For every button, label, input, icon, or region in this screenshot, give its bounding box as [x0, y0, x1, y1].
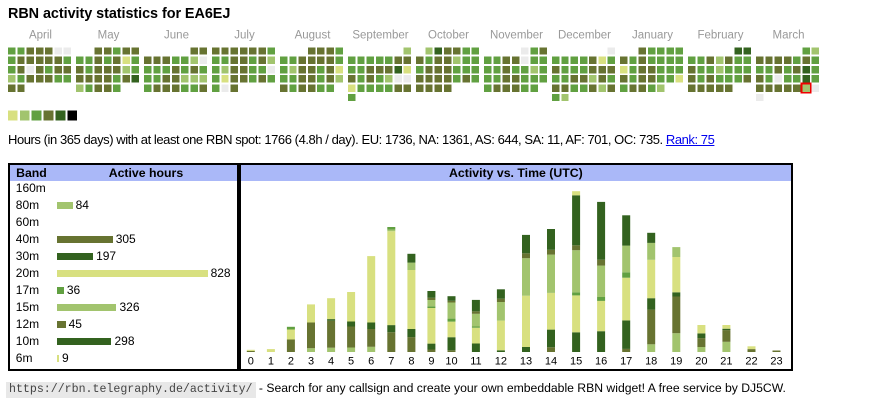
- svg-text:August: August: [295, 30, 332, 42]
- svg-text:March: March: [773, 30, 805, 42]
- svg-text:15: 15: [570, 355, 582, 367]
- svg-text:22: 22: [745, 355, 757, 367]
- svg-text:21: 21: [720, 355, 732, 367]
- svg-text:October: October: [428, 30, 469, 42]
- svg-text:11: 11: [470, 355, 481, 367]
- svg-text:16: 16: [595, 355, 607, 367]
- svg-text:November: November: [490, 30, 543, 42]
- svg-text:9: 9: [428, 355, 434, 367]
- svg-text:12: 12: [495, 355, 507, 367]
- svg-text:April: April: [29, 30, 52, 42]
- svg-text:18: 18: [645, 355, 657, 367]
- svg-text:8: 8: [408, 355, 414, 367]
- svg-text:13: 13: [520, 355, 532, 367]
- svg-text:0: 0: [248, 355, 254, 367]
- svg-text:4: 4: [328, 355, 334, 367]
- svg-text:July: July: [234, 30, 255, 42]
- svg-text:23: 23: [770, 355, 782, 367]
- svg-text:19: 19: [670, 355, 682, 367]
- svg-text:7: 7: [388, 355, 394, 367]
- svg-text:December: December: [558, 30, 611, 42]
- svg-text:10: 10: [445, 355, 457, 367]
- svg-text:20: 20: [695, 355, 707, 367]
- svg-text:January: January: [632, 30, 673, 42]
- svg-text:1: 1: [268, 355, 274, 367]
- svg-text:June: June: [164, 30, 189, 42]
- svg-text:14: 14: [545, 355, 557, 367]
- svg-text:February: February: [697, 30, 743, 42]
- svg-text:3: 3: [308, 355, 314, 367]
- svg-text:May: May: [98, 30, 120, 42]
- svg-text:September: September: [352, 30, 408, 42]
- svg-text:6: 6: [368, 355, 374, 367]
- svg-text:5: 5: [348, 355, 354, 367]
- svg-text:17: 17: [620, 355, 632, 367]
- svg-text:2: 2: [288, 355, 294, 367]
